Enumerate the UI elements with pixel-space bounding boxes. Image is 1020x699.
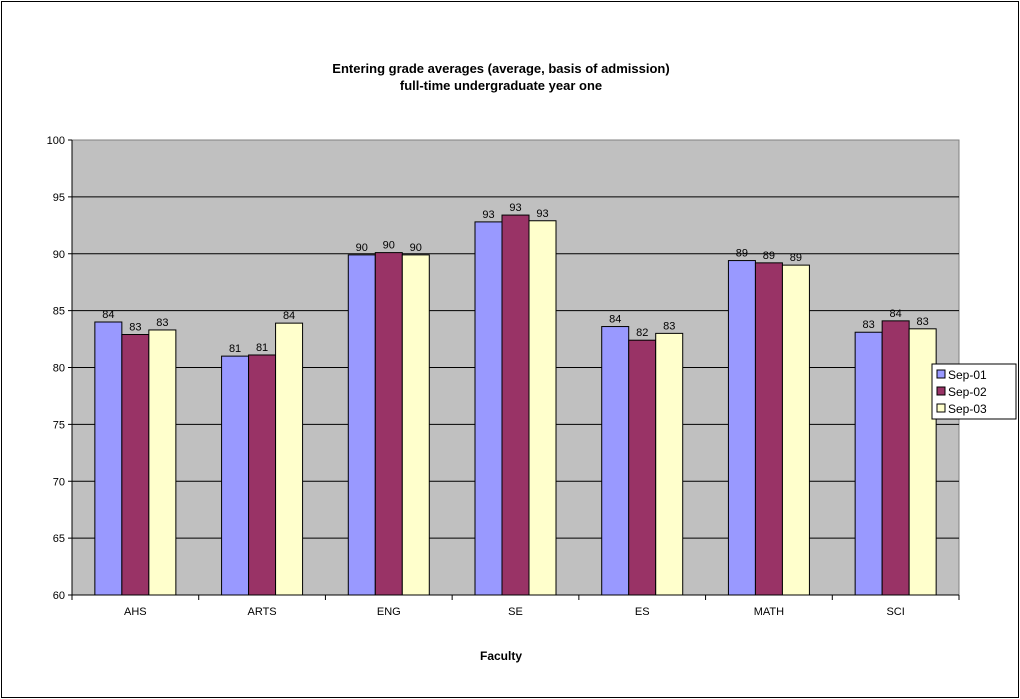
x-tick-label: ENG (377, 606, 401, 618)
data-label: 89 (763, 250, 775, 262)
data-label: 93 (509, 202, 521, 214)
y-tick-label: 95 (53, 192, 65, 204)
data-label: 83 (129, 322, 141, 334)
bar-sep-01-se (474, 221, 503, 596)
x-tick-label: SE (508, 606, 523, 618)
chart-title-line-1: Entering grade averages (average, basis … (332, 61, 669, 76)
y-tick-label: 85 (53, 306, 65, 318)
y-tick-label: 65 (53, 533, 65, 545)
bar-sep-02-sci (881, 320, 910, 596)
bar-sep-01-math (727, 260, 756, 596)
data-labels: 84 83 83 81 81 84 90 90 90 93 93 93 84 82 83 89 89 89 83 84… (102, 202, 929, 355)
x-axis-ticks: AHS ARTS ENG SE ES MATH SCI (71, 595, 960, 618)
data-label: 90 (410, 242, 422, 254)
bar-sep-02-ahs (121, 334, 150, 596)
bar-sep-03-es (655, 332, 684, 596)
chart-title-line-2: full-time undergraduate year one (400, 78, 602, 93)
data-label: 89 (736, 248, 748, 260)
bar-sep-01-ahs (94, 321, 123, 596)
data-label: 83 (863, 319, 875, 331)
data-label: 84 (890, 308, 902, 320)
data-label: 84 (609, 314, 621, 326)
y-tick-label: 90 (53, 249, 65, 261)
data-label: 89 (790, 252, 802, 264)
bar-sep-01-es (601, 326, 630, 596)
y-tick-label: 80 (53, 363, 65, 375)
x-tick-label: ARTS (248, 606, 277, 618)
bar-sep-03-eng (401, 254, 430, 596)
y-tick-label: 75 (53, 419, 65, 431)
bars (94, 214, 937, 596)
legend-label-sep-02: Sep-02 (948, 385, 987, 399)
x-tick-label: ES (635, 606, 650, 618)
data-label: 81 (256, 342, 268, 354)
legend-swatch-sep-02 (936, 386, 946, 396)
bar-sep-02-se (501, 214, 530, 596)
legend-swatch-sep-01 (936, 369, 946, 379)
bar-sep-03-math (781, 264, 810, 596)
x-tick-label: AHS (124, 606, 147, 618)
legend-label-sep-01: Sep-01 (948, 368, 987, 382)
bar-sep-03-ahs (148, 329, 177, 596)
data-label: 83 (663, 320, 675, 332)
bar-sep-02-arts (248, 354, 277, 596)
y-tick-label: 60 (53, 590, 65, 602)
legend: Sep-01 Sep-02 Sep-03 (931, 363, 1017, 420)
bar-sep-03-arts (275, 322, 304, 596)
bar-sep-02-eng (374, 252, 403, 596)
data-label: 90 (356, 242, 368, 254)
bar-sep-02-es (628, 339, 657, 596)
bar-sep-01-eng (347, 254, 376, 596)
bar-sep-01-sci (854, 331, 883, 596)
x-tick-label: MATH (754, 606, 784, 618)
x-tick-label: SCI (886, 606, 904, 618)
data-label: 84 (283, 310, 295, 322)
legend-label-sep-03: Sep-03 (948, 402, 987, 416)
legend-swatch-sep-03 (936, 403, 946, 413)
data-label: 84 (102, 309, 114, 321)
bar-sep-03-se (528, 220, 557, 596)
data-label: 81 (229, 343, 241, 355)
data-label: 90 (383, 240, 395, 252)
data-label: 93 (482, 209, 494, 221)
data-label: 82 (636, 327, 648, 339)
data-label: 93 (536, 208, 548, 220)
x-axis-title: Faculty (480, 649, 522, 663)
y-tick-label: 100 (47, 135, 65, 147)
legend-box (931, 363, 1017, 420)
y-tick-label: 70 (53, 476, 65, 488)
bar-sep-02-math (754, 262, 783, 596)
bar-sep-01-arts (221, 355, 250, 596)
data-label: 83 (156, 317, 168, 329)
data-label: 83 (917, 316, 929, 328)
